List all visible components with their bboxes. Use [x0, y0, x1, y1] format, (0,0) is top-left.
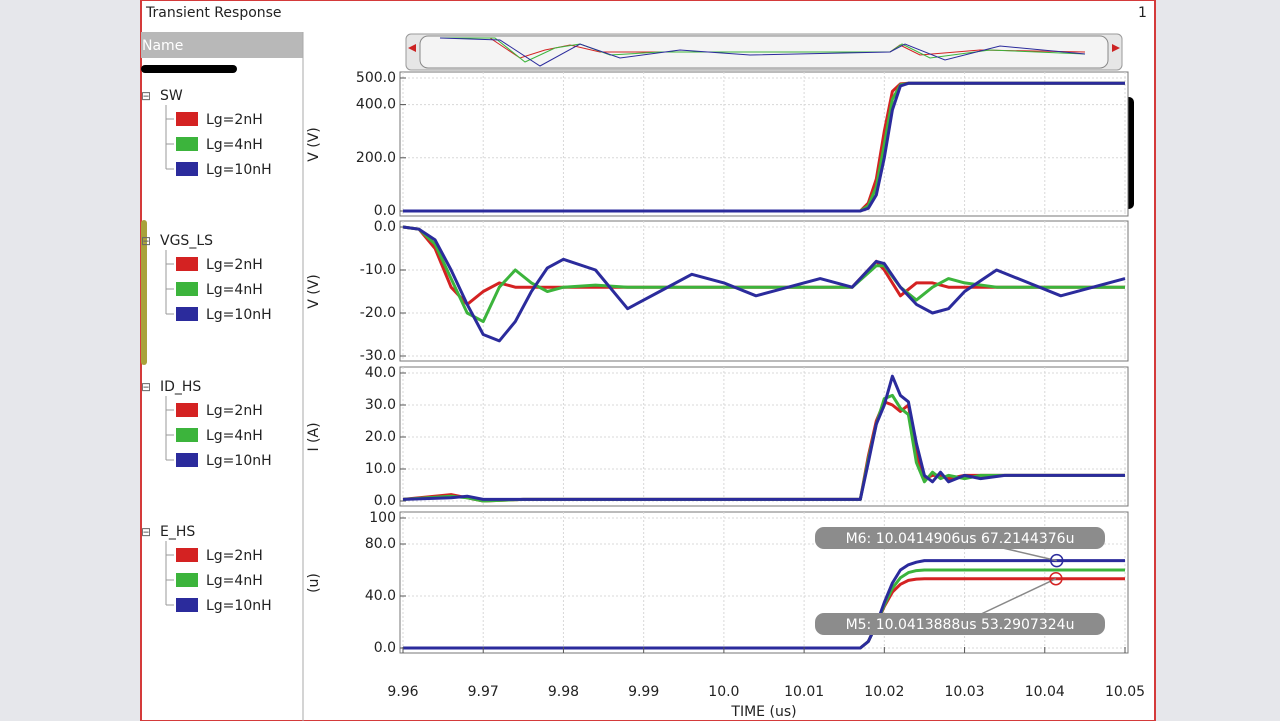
redaction-bar [141, 65, 237, 73]
y-axis-label: V (V) [306, 274, 322, 309]
x-tick-label: 9.99 [628, 684, 659, 700]
annotation-label: M6: 10.0414906us 67.2144376u [846, 531, 1075, 547]
legend-swatch [176, 428, 198, 442]
y-tick-label: 100 [369, 510, 396, 526]
x-tick-label: 10.02 [864, 684, 904, 700]
x-tick-label: 10.01 [784, 684, 824, 700]
legend-label: Lg=4nH [206, 137, 263, 153]
column-header: Name [142, 38, 183, 54]
y-tick-label: -10.0 [360, 262, 396, 278]
y-tick-label: 80.0 [365, 536, 396, 552]
legend-swatch [176, 257, 198, 271]
legend-swatch [176, 282, 198, 296]
legend-swatch [176, 573, 198, 587]
y-tick-label: 0.0 [374, 493, 396, 509]
y-tick-label: 30.0 [365, 397, 396, 413]
y-axis-label: (u) [306, 573, 322, 593]
signal-name: VGS_LS [160, 233, 213, 249]
tree-toggle: ⊟ [141, 380, 151, 394]
marker [1049, 571, 1063, 586]
y-tick-label: 0.0 [374, 640, 396, 656]
annotation-label: M5: 10.0413888us 53.2907324u [846, 617, 1075, 633]
annotation-bubble [815, 527, 1105, 549]
legend-label: Lg=2nH [206, 257, 263, 273]
legend-swatch [176, 403, 198, 417]
legend-swatch [176, 137, 198, 151]
x-tick-label: 10.0 [708, 684, 739, 700]
overview-trace [440, 37, 1086, 63]
x-tick-label: 9.97 [468, 684, 499, 700]
overview-trace [439, 37, 1086, 67]
legend-label: Lg=4nH [206, 428, 263, 444]
legend-label: Lg=10nH [206, 598, 272, 614]
y-tick-label: 20.0 [365, 429, 396, 445]
y-axis-label: I (A) [306, 422, 322, 451]
legend-label: Lg=2nH [206, 112, 263, 128]
window-title: Transient Response [145, 5, 282, 21]
series-line [402, 374, 1125, 501]
series-line [403, 559, 1125, 650]
legend-swatch [176, 598, 198, 612]
y-tick-label: 10.0 [365, 461, 396, 477]
legend-label: Lg=4nH [206, 282, 263, 298]
signal-name: ID_HS [160, 379, 201, 395]
annotation-bubble [815, 613, 1105, 635]
legend-label: Lg=10nH [206, 453, 272, 469]
plot-frame [399, 220, 1129, 362]
legend-swatch [176, 548, 198, 562]
y-tick-label: -20.0 [360, 305, 396, 321]
window-tab: 1 [1138, 5, 1147, 21]
tree-toggle: ⊟ [141, 525, 151, 539]
legend-swatch [176, 162, 198, 176]
legend-swatch [176, 453, 198, 467]
signal-name: SW [160, 88, 183, 104]
y-tick-label: 40.0 [365, 588, 396, 604]
signal-name: E_HS [160, 524, 195, 540]
tree-toggle: ⊟ [141, 234, 151, 248]
x-tick-label: 10.05 [1105, 684, 1145, 700]
overview-right-arrow[interactable] [1112, 44, 1120, 52]
y-tick-label: 500.0 [356, 70, 396, 86]
selection-bracket [141, 220, 147, 365]
x-tick-label: 10.03 [945, 684, 985, 700]
overview-strip[interactable] [405, 33, 1123, 71]
y-tick-label: 0.0 [374, 203, 396, 219]
y-tick-label: 40.0 [365, 365, 396, 381]
series-line [403, 81, 1125, 213]
x-axis-label: TIME (us) [730, 704, 796, 720]
legend-label: Lg=10nH [206, 162, 272, 178]
y-tick-label: 0.0 [374, 219, 396, 235]
y-tick-label: -30.0 [360, 348, 396, 364]
legend-label: Lg=10nH [206, 307, 272, 323]
column-header-bg [141, 32, 303, 58]
legend-swatch [176, 112, 198, 126]
series-line [402, 225, 1126, 343]
legend-label: Lg=2nH [206, 548, 263, 564]
x-tick-label: 10.04 [1025, 684, 1065, 700]
y-axis-label: V (V) [306, 127, 322, 162]
y-tick-label: 400.0 [356, 97, 396, 113]
legend-swatch [176, 307, 198, 321]
y-tick-label: 200.0 [356, 150, 396, 166]
series-line [402, 225, 1125, 324]
plot-frame [399, 71, 1129, 217]
legend-label: Lg=4nH [206, 573, 263, 589]
legend-label: Lg=2nH [206, 403, 263, 419]
overview-left-arrow[interactable] [408, 44, 416, 52]
x-tick-label: 9.96 [387, 684, 418, 700]
marker [1049, 553, 1064, 568]
x-tick-label: 9.98 [548, 684, 579, 700]
tree-toggle: ⊟ [141, 89, 151, 103]
